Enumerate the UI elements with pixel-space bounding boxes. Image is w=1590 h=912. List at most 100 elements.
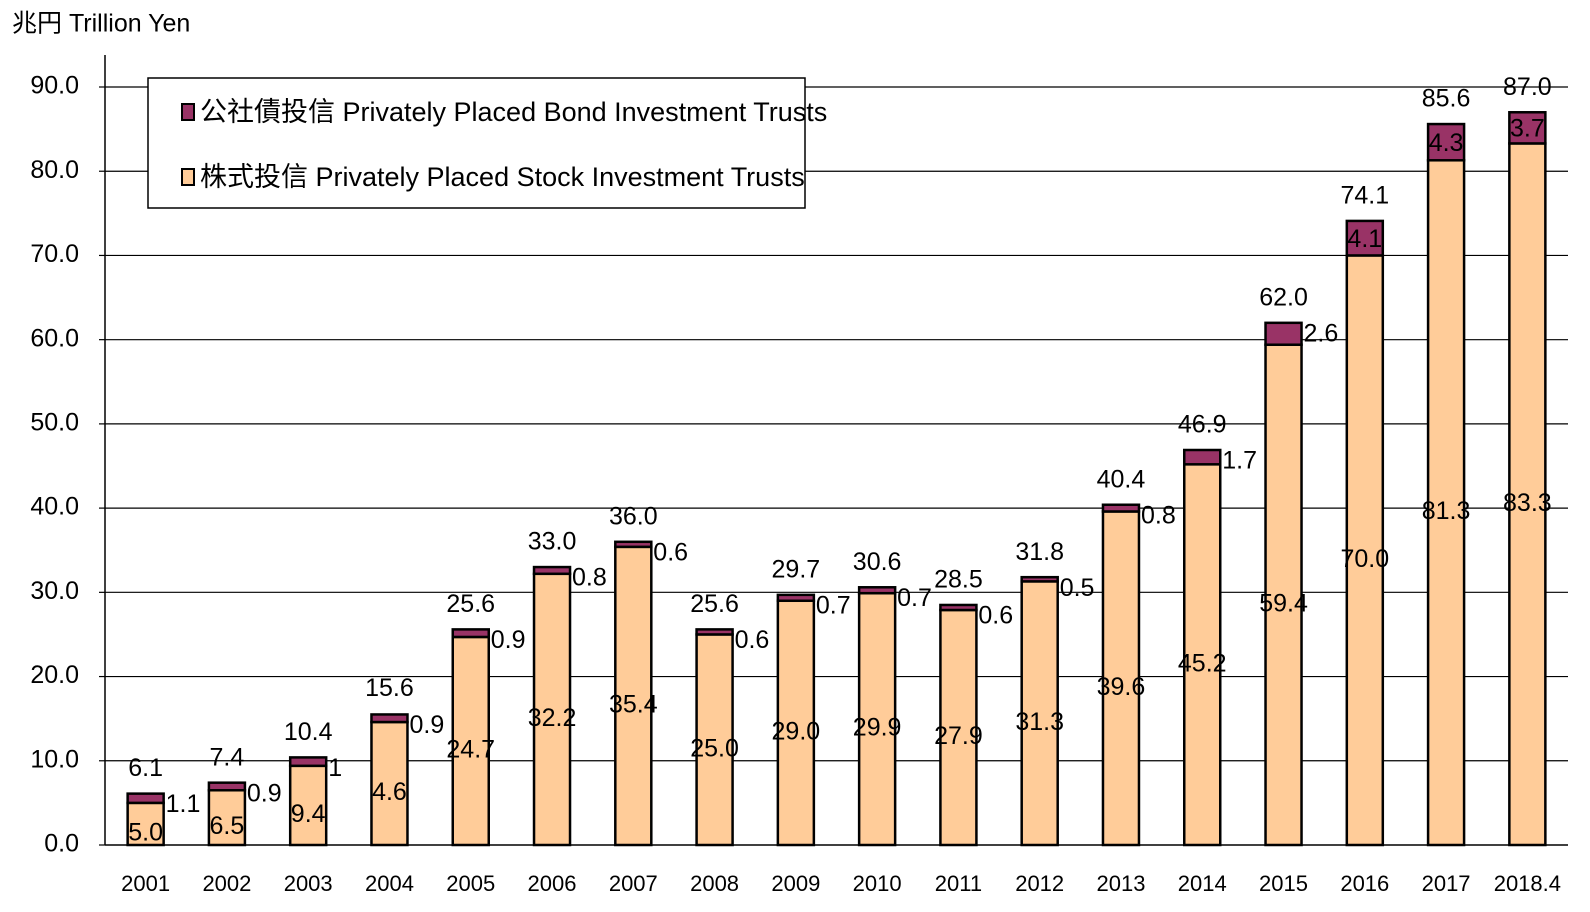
- stock-value-label: 4.6: [372, 778, 407, 806]
- y-tick-label: 40.0: [30, 493, 79, 521]
- x-tick-label: 2001: [121, 871, 170, 896]
- x-tick-label: 2016: [1340, 871, 1389, 896]
- bar-segment: [1020, 575, 1059, 583]
- bar-segment: [776, 593, 816, 603]
- stock-value-label: 6.5: [210, 812, 245, 840]
- stock-value-label: 31.3: [1015, 708, 1064, 736]
- bond-value-label: 4.3: [1429, 129, 1464, 157]
- stock-value-label: 27.9: [934, 722, 983, 750]
- bond-value-label: 0.8: [1141, 501, 1176, 529]
- bar-segment: [939, 603, 978, 612]
- total-label: 7.4: [210, 743, 245, 771]
- legend-swatch: [181, 168, 195, 186]
- total-label: 87.0: [1503, 73, 1552, 101]
- bar-segment: [1508, 142, 1547, 847]
- bond-value-label: 0.8: [572, 564, 607, 592]
- bond-value-label: 0.7: [897, 584, 932, 612]
- total-label: 33.0: [528, 528, 577, 556]
- x-tick-label: 2006: [528, 871, 577, 896]
- bar-segment: [207, 781, 247, 792]
- x-tick-label: 2007: [609, 871, 658, 896]
- bar-segment: [776, 599, 816, 847]
- bar-segment: [1183, 448, 1222, 466]
- total-label: 6.1: [128, 754, 163, 782]
- bar-segment: [451, 628, 490, 639]
- bond-value-label: 0.6: [653, 538, 688, 566]
- bond-value-label: 0.9: [247, 779, 282, 807]
- bond-value-label: 3.7: [1510, 114, 1545, 142]
- total-label: 28.5: [934, 566, 983, 594]
- bar-segment: [1345, 219, 1385, 257]
- stock-value-label: 32.2: [528, 704, 577, 732]
- x-tick-label: 2005: [446, 871, 495, 896]
- bar-segment: [288, 756, 328, 768]
- total-label: 62.0: [1259, 283, 1308, 311]
- x-tick-label: 2003: [284, 871, 333, 896]
- bar-segment: [857, 586, 897, 595]
- bar-segment: [1426, 122, 1466, 162]
- x-tick-label: 2014: [1178, 871, 1227, 896]
- bar-segment: [207, 789, 247, 847]
- x-tick-label: 2002: [202, 871, 251, 896]
- bond-value-label: 1: [328, 754, 342, 782]
- stock-value-label: 9.4: [291, 800, 326, 828]
- total-label: 46.9: [1178, 411, 1227, 439]
- x-tick-label: 2009: [771, 871, 820, 896]
- total-label: 30.6: [853, 548, 902, 576]
- total-label: 36.0: [609, 502, 658, 530]
- bar-segment: [1264, 321, 1303, 346]
- x-tick-label: 2017: [1422, 871, 1471, 896]
- legend-box: [147, 77, 806, 209]
- bond-value-label: 0.6: [735, 626, 770, 654]
- x-tick-label: 2004: [365, 871, 414, 896]
- total-label: 25.6: [690, 590, 739, 618]
- bond-value-label: 0.9: [409, 711, 444, 739]
- y-tick-label: 70.0: [30, 240, 79, 268]
- total-label: 74.1: [1340, 182, 1389, 210]
- stock-value-label: 25.0: [690, 734, 739, 762]
- stock-value-label: 29.9: [853, 714, 902, 742]
- y-tick-label: 90.0: [30, 72, 79, 100]
- total-label: 29.7: [772, 555, 821, 583]
- legend-swatch: [181, 103, 195, 121]
- bar-segment: [126, 792, 165, 805]
- bond-value-label: 2.6: [1304, 319, 1339, 347]
- bar-segment: [1508, 111, 1547, 145]
- bar-segment: [1183, 463, 1222, 847]
- x-tick-label: 2008: [690, 871, 739, 896]
- bar-segment: [695, 628, 734, 636]
- bar-segment: [1426, 159, 1466, 847]
- bond-value-label: 1.7: [1222, 447, 1257, 475]
- total-label: 40.4: [1097, 465, 1146, 493]
- stock-value-label: 81.3: [1422, 497, 1471, 525]
- stock-value-label: 29.0: [772, 717, 821, 745]
- total-label: 85.6: [1422, 85, 1471, 113]
- total-label: 25.6: [446, 590, 495, 618]
- bond-value-label: 0.9: [491, 626, 526, 654]
- x-tick-label: 2011: [935, 871, 982, 896]
- bar-segment: [614, 545, 653, 847]
- stock-value-label: 24.7: [446, 736, 495, 764]
- x-tick-label: 2018.4: [1494, 871, 1561, 896]
- x-tick-label: 2015: [1259, 871, 1308, 896]
- y-axis-title: 兆円 Trillion Yen: [12, 10, 190, 38]
- x-tick-label: 2010: [853, 871, 902, 896]
- y-tick-label: 20.0: [30, 661, 79, 689]
- bar-segment: [451, 635, 490, 847]
- bond-value-label: 0.6: [978, 602, 1013, 630]
- legend-label: 株式投信 Privately Placed Stock Investment T…: [200, 162, 805, 192]
- bar-segment: [614, 540, 653, 549]
- x-tick-label: 2012: [1015, 871, 1064, 896]
- total-label: 15.6: [365, 674, 414, 702]
- y-tick-label: 80.0: [30, 156, 79, 184]
- stock-value-label: 70.0: [1340, 545, 1389, 573]
- bond-value-label: 0.5: [1060, 574, 1095, 602]
- bar-segment: [370, 713, 409, 724]
- bond-value-label: 0.7: [816, 591, 851, 619]
- y-tick-label: 0.0: [44, 830, 79, 858]
- stock-value-label: 39.6: [1097, 673, 1146, 701]
- total-label: 10.4: [284, 718, 333, 746]
- bond-value-label: 1.1: [166, 790, 201, 818]
- y-tick-label: 50.0: [30, 408, 79, 436]
- total-label: 31.8: [1015, 538, 1064, 566]
